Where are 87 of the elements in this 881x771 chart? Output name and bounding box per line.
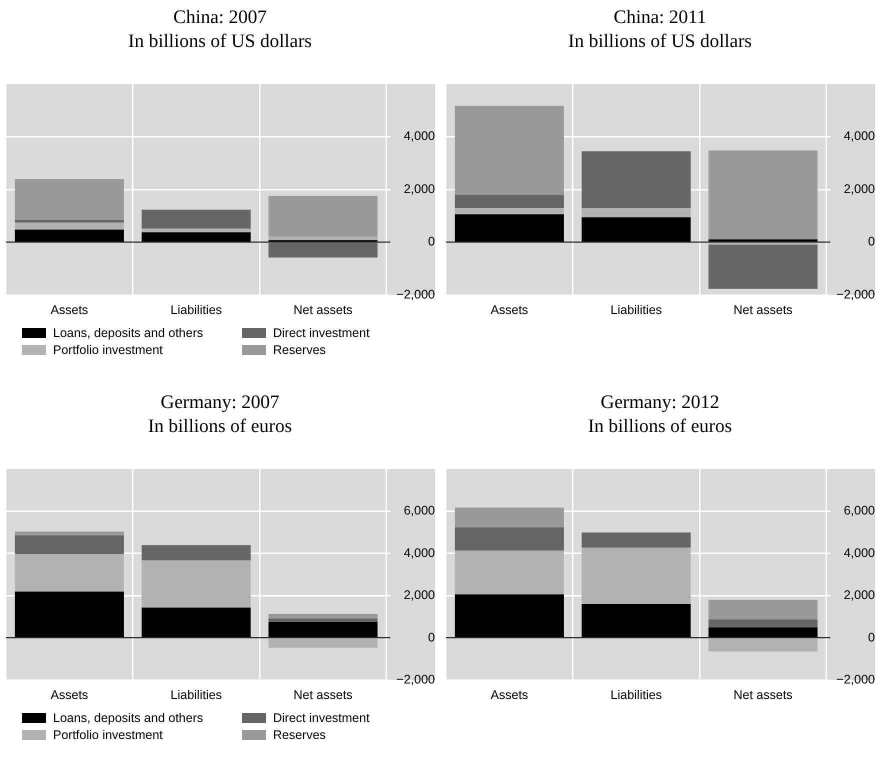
bar	[268, 614, 378, 618]
bar	[582, 208, 691, 218]
bar	[268, 638, 378, 648]
x-tick-label: Net assets	[733, 302, 793, 317]
y-tick-label: 4,000	[844, 546, 876, 560]
y-tick-label: −2,000	[836, 672, 876, 686]
x-tick-label: Assets	[50, 688, 88, 702]
bar	[14, 592, 124, 638]
bar	[708, 638, 818, 652]
y-tick-label: 6,000	[844, 504, 876, 518]
x-tick-label: Liabilities	[610, 688, 662, 702]
bar	[14, 532, 124, 536]
bar	[268, 242, 378, 258]
bar	[14, 554, 124, 592]
bar	[142, 232, 251, 242]
legend-label: Reserves	[273, 728, 326, 742]
y-tick-label: 4,000	[404, 546, 436, 560]
y-tick-label: 2,000	[844, 182, 876, 196]
x-tick-label: Liabilities	[170, 302, 222, 317]
x-tick-label: Net assets	[293, 302, 353, 317]
y-tick-label: −2,000	[836, 287, 876, 302]
bar	[454, 527, 564, 550]
bar	[454, 550, 564, 594]
bar	[142, 210, 251, 229]
bar	[142, 560, 251, 608]
bar	[708, 627, 818, 638]
y-tick-label: 6,000	[404, 504, 436, 518]
chart-title: Germany: 2007	[160, 391, 280, 415]
bar	[454, 208, 564, 214]
legend-label: Direct investment	[273, 326, 370, 340]
bar	[142, 228, 251, 232]
y-tick-label: 2,000	[404, 182, 436, 196]
y-tick-label: 2,000	[404, 588, 436, 602]
chart-title: Germany: 2012	[600, 391, 720, 415]
bar	[582, 532, 691, 548]
bar	[454, 508, 564, 528]
chart-subtitle: In billions of US dollars	[127, 30, 313, 54]
y-tick-label: 0	[428, 630, 436, 644]
x-tick-label: Assets	[490, 688, 528, 702]
bar	[14, 222, 124, 230]
y-tick-label: 4,000	[404, 129, 436, 144]
x-tick-label: Assets	[50, 302, 88, 317]
bar	[14, 220, 124, 222]
bar	[268, 236, 378, 240]
bar	[582, 217, 691, 242]
chart-subtitle: In billions of US dollars	[567, 30, 753, 54]
chart-title: China: 2007	[172, 6, 268, 30]
y-tick-label: 0	[868, 630, 876, 644]
legend-label: Direct investment	[273, 711, 370, 725]
y-tick-label: −2,000	[396, 672, 436, 686]
y-tick-label: 4,000	[844, 129, 876, 144]
bar	[454, 594, 564, 638]
y-tick-label: −2,000	[396, 287, 436, 302]
x-tick-label: Assets	[490, 302, 528, 317]
legend-label: Loans, deposits and others	[53, 711, 204, 725]
bar	[708, 150, 818, 240]
bar	[14, 535, 124, 554]
bar	[268, 618, 378, 622]
bar	[582, 604, 691, 638]
x-tick-label: Liabilities	[170, 688, 222, 702]
x-tick-label: Liabilities	[610, 302, 662, 317]
bar	[582, 151, 691, 208]
legend-label: Portfolio investment	[53, 728, 163, 742]
bar	[708, 600, 818, 620]
legend-label: Reserves	[273, 343, 326, 357]
bar	[708, 244, 818, 289]
bar	[268, 196, 378, 237]
bar	[14, 230, 124, 242]
bar	[582, 548, 691, 604]
bar	[454, 214, 564, 242]
bar	[454, 106, 564, 195]
bar	[14, 178, 124, 220]
y-tick-label: 0	[428, 234, 436, 249]
legend-label: Loans, deposits and others	[53, 326, 204, 340]
bar	[268, 622, 378, 638]
y-tick-label: 2,000	[844, 588, 876, 602]
bar	[708, 619, 818, 628]
legend-label: Portfolio investment	[53, 343, 163, 357]
chart-title: China: 2011	[612, 6, 708, 30]
bar	[142, 608, 251, 638]
y-tick-label: 0	[868, 234, 876, 249]
x-tick-label: Net assets	[733, 688, 793, 702]
chart-subtitle: In billions of euros	[586, 415, 734, 439]
bar	[142, 545, 251, 560]
chart-subtitle: In billions of euros	[146, 415, 294, 439]
x-tick-label: Net assets	[293, 688, 353, 702]
bar	[454, 194, 564, 208]
